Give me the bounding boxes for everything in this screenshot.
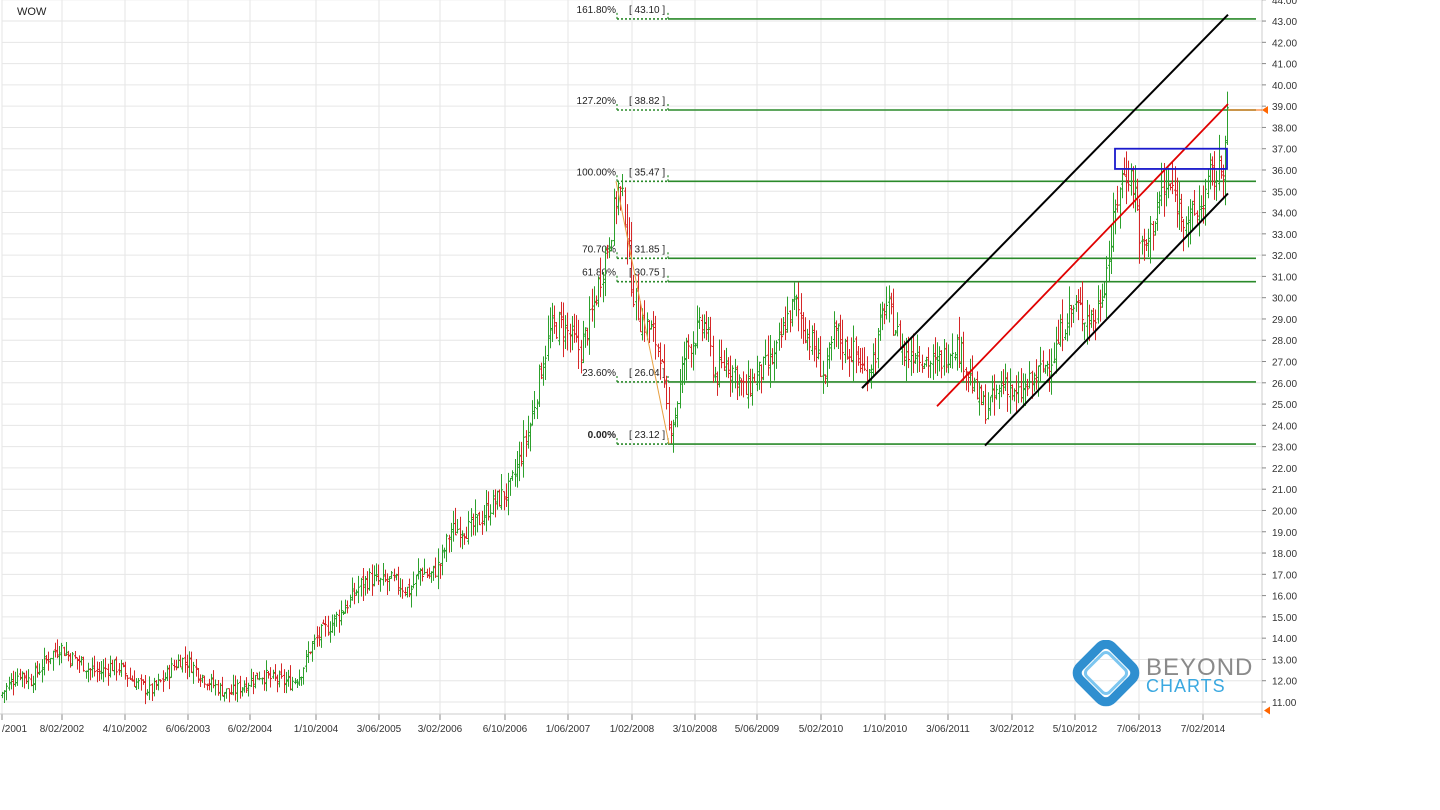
y-tick-label: 33.00 xyxy=(1272,230,1297,241)
grid-lines xyxy=(1,0,1263,718)
fib-value-label: [ 23.12 ] xyxy=(629,430,665,441)
y-tick-label: 21.00 xyxy=(1272,485,1297,496)
scroll-marker-icon xyxy=(1264,706,1270,715)
y-tick-label: 34.00 xyxy=(1272,209,1297,220)
x-tick-label: 7/06/2013 xyxy=(1117,724,1162,735)
y-tick-label: 31.00 xyxy=(1272,272,1297,283)
fib-value-label: [ 31.85 ] xyxy=(629,244,665,255)
resistance-box xyxy=(1114,147,1228,170)
y-tick-label: 29.00 xyxy=(1272,315,1297,326)
x-tick-label: 6/06/2003 xyxy=(166,724,211,735)
y-tick-label: 16.00 xyxy=(1272,592,1297,603)
y-tick-label: 22.00 xyxy=(1272,464,1297,475)
x-tick-label: 3/06/2011 xyxy=(926,724,970,735)
x-tick-label: 5/02/2010 xyxy=(799,724,844,735)
logo-word-charts: CHARTS xyxy=(1146,676,1226,696)
fib-value-label: [ 30.75 ] xyxy=(629,268,665,279)
y-tick-label: 26.00 xyxy=(1272,379,1297,390)
brand-logo: BEYOND CHARTS xyxy=(1070,639,1270,708)
y-tick-label: 37.00 xyxy=(1272,145,1297,156)
y-tick-label: 40.00 xyxy=(1272,81,1297,92)
x-tick-label: 3/10/2008 xyxy=(673,724,718,735)
fib-percent-label: 61.80% xyxy=(582,268,616,279)
x-tick-label: 1/02/2008 xyxy=(610,724,655,735)
x-tick-label: 4/10/2002 xyxy=(103,724,148,735)
y-tick-label: 23.00 xyxy=(1272,443,1297,454)
y-tick-label: 41.00 xyxy=(1272,60,1297,71)
y-tick-label: 20.00 xyxy=(1272,506,1297,517)
y-tick-label: 39.00 xyxy=(1272,102,1297,113)
y-tick-label: 14.00 xyxy=(1272,634,1297,645)
channel-lower-line xyxy=(984,192,1229,447)
y-tick-label: 17.00 xyxy=(1272,570,1297,581)
x-tick-label: 6/10/2006 xyxy=(483,724,528,735)
y-tick-label: 12.00 xyxy=(1272,677,1297,688)
x-tick-label: 7/02/2014 xyxy=(1181,724,1226,735)
x-tick-label: 5/10/2012 xyxy=(1053,724,1098,735)
fib-percent-label: 161.80% xyxy=(577,5,617,16)
fib-retrace-line xyxy=(615,181,670,445)
y-tick-label: 42.00 xyxy=(1272,38,1297,49)
x-tick-label: 8/02/2002 xyxy=(40,724,85,735)
logo-word-beyond: BEYOND xyxy=(1146,654,1254,681)
fib-value-label: [ 38.82 ] xyxy=(629,96,665,107)
y-tick-label: 24.00 xyxy=(1272,421,1297,432)
x-tick-label: 5/06/2009 xyxy=(735,724,780,735)
fib-percent-label: 70.70% xyxy=(582,244,616,255)
fib-value-label: [ 26.04 ] xyxy=(629,368,665,379)
last-price-marker-icon xyxy=(1262,105,1268,114)
x-tick-label: /2001 xyxy=(2,724,27,735)
y-tick-label: 11.00 xyxy=(1272,698,1297,709)
logo-diamond-icon xyxy=(1072,639,1140,707)
y-tick-label: 43.00 xyxy=(1272,17,1297,28)
y-tick-label: 44.00 xyxy=(1272,0,1297,7)
x-tick-label: 6/02/2004 xyxy=(228,724,273,735)
y-axis-tick-labels: 11.00 12.00 13.00 14.00 15.00 16.00 17.00 18.00… xyxy=(1262,0,1297,709)
x-tick-label: 1/10/2010 xyxy=(863,724,908,735)
x-tick-label: 3/02/2006 xyxy=(418,724,463,735)
channel-upper-line xyxy=(861,13,1229,389)
y-tick-label: 15.00 xyxy=(1272,613,1297,624)
ticker-label: WOW xyxy=(17,6,47,18)
y-tick-label: 18.00 xyxy=(1272,549,1297,560)
y-tick-label: 30.00 xyxy=(1272,294,1297,305)
y-tick-label: 25.00 xyxy=(1272,400,1297,411)
trend-annotations xyxy=(615,13,1270,715)
y-tick-label: 19.00 xyxy=(1272,528,1297,539)
fib-value-label: [ 35.47 ] xyxy=(629,167,665,178)
x-axis-tick-labels: /2001 8/02/2002 4/10/2002 6/06/2003 6/02/200… xyxy=(0,713,1262,735)
y-tick-label: 36.00 xyxy=(1272,166,1297,177)
red-trend-line xyxy=(936,103,1229,407)
y-tick-label: 13.00 xyxy=(1272,655,1297,666)
ohlc-bars xyxy=(1,91,1229,705)
x-tick-label: 3/02/2012 xyxy=(990,724,1035,735)
x-tick-label: 3/06/2005 xyxy=(357,724,402,735)
fib-percent-label: 100.00% xyxy=(577,167,617,178)
fibonacci-levels: 0.00% [ 23.12 ] 23.60% [ 26.04 ] 61.80% [ 30.… xyxy=(577,5,1256,445)
x-tick-label: 1/10/2004 xyxy=(294,724,339,735)
y-tick-label: 28.00 xyxy=(1272,336,1297,347)
y-tick-label: 27.00 xyxy=(1272,358,1297,369)
y-tick-label: 38.00 xyxy=(1272,123,1297,134)
fib-percent-label: 23.60% xyxy=(582,368,616,379)
fib-percent-label: 0.00% xyxy=(588,430,616,441)
y-tick-label: 35.00 xyxy=(1272,187,1297,198)
x-tick-label: 1/06/2007 xyxy=(546,724,591,735)
fib-value-label: [ 43.10 ] xyxy=(629,5,665,16)
y-tick-label: 32.00 xyxy=(1272,251,1297,262)
fib-percent-label: 127.20% xyxy=(577,96,617,107)
